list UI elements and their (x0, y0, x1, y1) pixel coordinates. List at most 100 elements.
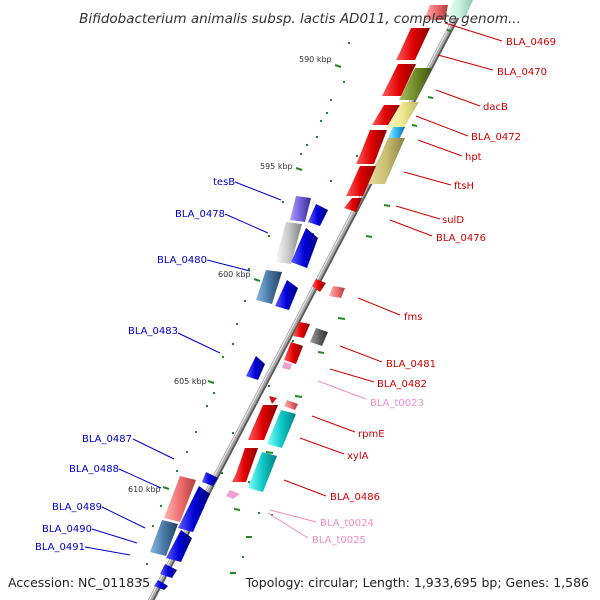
scale-label-595: 595 kbp (260, 162, 293, 171)
scale-label-600: 600 kbp (218, 270, 251, 279)
label-bla-0483: BLA_0483 (128, 326, 178, 337)
scale-bar: 590 kbp 595 kbp 600 kbp 605 kbp 610 kbp (128, 55, 342, 494)
scale-tick-605 (207, 380, 215, 384)
gene-arrow-bla-0470 (382, 64, 416, 96)
gene-arrow-xyla-a (248, 405, 278, 440)
scale-label-590: 590 kbp (299, 55, 332, 64)
gene-arrow-bla-0482 (284, 342, 303, 364)
label-tesb: tesB (213, 177, 235, 188)
reverse-strand-labels: tesB BLA_0478 BLA_0480 BLA_0483 BLA_0487… (35, 177, 282, 556)
leader-hpt (417, 139, 463, 157)
gene-arrow-bla-0472 (372, 105, 400, 125)
leader-bla-0472 (415, 115, 469, 137)
label-bla-0486: BLA_0486 (330, 492, 380, 503)
label-bla-0482: BLA_0482 (377, 379, 427, 390)
gene-block-rpme (284, 400, 298, 410)
label-bla-0487: BLA_0487 (82, 434, 132, 445)
leader-bla-0480 (206, 259, 251, 272)
label-rpme: rpmE (358, 429, 385, 440)
gene-arrow-bla-0489 (166, 530, 192, 562)
reverse-strand-features (150, 196, 328, 590)
label-suld: sulD (442, 215, 464, 226)
gene-arrow-bla-0491 (154, 580, 168, 590)
trna-bla-t0024 (226, 490, 240, 499)
leader-bla-0476 (389, 219, 433, 237)
gene-arrow-bla-0487 (202, 472, 218, 486)
leader-bla-0489 (101, 506, 146, 529)
gene-block-bla-0489 (150, 520, 178, 556)
gene-arrow-tesb (308, 204, 328, 226)
leader-bla-t0023 (317, 380, 367, 400)
leader-bla-0487 (132, 438, 175, 460)
leader-bla-0486 (283, 479, 327, 497)
gene-block-ftsh (368, 138, 405, 184)
label-xyla: xylA (347, 451, 369, 462)
gene-arrow-rpme (269, 396, 277, 404)
gene-block-tesb (290, 196, 311, 222)
label-bla-0481: BLA_0481 (386, 359, 436, 370)
label-bla-0478: BLA_0478 (175, 209, 225, 220)
leader-dacb (435, 89, 481, 107)
gene-arrow-bla-0478 (291, 228, 318, 268)
leader-bla-t0025 (267, 512, 309, 539)
gene-block-hpt (388, 127, 405, 138)
leader-bla-0481 (339, 345, 383, 363)
leader-bla-t0024 (269, 509, 317, 523)
forward-strand-labels: BLA_0469 BLA_0470 dacB BLA_0472 hpt ftsH… (267, 22, 556, 546)
trna-bla-t0023 (282, 362, 292, 370)
leader-rpme (311, 415, 356, 433)
scale-tick-610 (162, 486, 170, 490)
leader-bla-0478 (224, 213, 269, 234)
label-fms: fms (404, 312, 422, 323)
label-bla-0480: BLA_0480 (157, 255, 207, 266)
scale-tick-600 (253, 278, 261, 282)
leader-suld (395, 205, 441, 220)
gene-block-bla-0469-b (446, 0, 473, 18)
accession-text: Accession: NC_011835 (8, 575, 150, 590)
leader-xyla (299, 437, 345, 455)
scale-label-610: 610 kbp (128, 485, 161, 494)
gene-block-bla-0488 (164, 476, 196, 522)
gene-block-fms (329, 286, 345, 298)
gene-arrow-suld (346, 166, 376, 196)
gene-arrow-bla-0486 (232, 448, 258, 482)
label-bla-0472: BLA_0472 (471, 132, 521, 143)
gene-block-bla-0469-a (424, 5, 448, 20)
label-bla-0469: BLA_0469 (506, 37, 556, 48)
leader-fms (357, 297, 401, 316)
leader-tesb (234, 181, 282, 201)
label-bla-0490: BLA_0490 (42, 524, 92, 535)
leader-bla-0469 (444, 22, 503, 42)
gene-arrow-bla-0481 (293, 322, 310, 338)
gene-arrow-bla-0476 (344, 198, 362, 212)
leader-ftsh (403, 171, 452, 186)
map-title: Bifidobacterium animalis subsp. lactis A… (79, 11, 521, 27)
gene-block-bla-0486 (248, 452, 277, 492)
label-hpt: hpt (465, 152, 482, 163)
scale-tick-590 (334, 64, 342, 68)
label-bla-0476: BLA_0476 (436, 233, 486, 244)
label-bla-t0023: BLA_t0023 (370, 398, 424, 409)
gene-arrow-bla-0480 (275, 280, 298, 310)
scale-tick-595 (295, 167, 303, 171)
forward-strand-features (226, 0, 473, 499)
leader-bla-0488 (118, 468, 162, 489)
leader-bla-0470 (437, 54, 494, 71)
gene-arrow-bla-0469 (396, 28, 430, 60)
gene-arrow-hpt (356, 130, 387, 164)
label-bla-0488: BLA_0488 (69, 464, 119, 475)
label-bla-0491: BLA_0491 (35, 542, 85, 553)
label-bla-0470: BLA_0470 (497, 67, 547, 78)
leader-bla-0483 (177, 332, 221, 354)
gene-arrow-bla-0483 (246, 356, 265, 380)
leader-bla-0482 (329, 368, 375, 383)
label-bla-t0025: BLA_t0025 (312, 535, 366, 546)
label-bla-t0024: BLA_t0024 (320, 518, 374, 529)
label-bla-0489: BLA_0489 (52, 502, 102, 513)
gene-block-daca (399, 68, 432, 100)
gene-arrow-bla-0488 (178, 486, 210, 532)
gene-block-bla-0478 (275, 222, 302, 264)
gene-arrow-bla-0490 (160, 564, 177, 578)
scale-label-605: 605 kbp (174, 377, 207, 386)
